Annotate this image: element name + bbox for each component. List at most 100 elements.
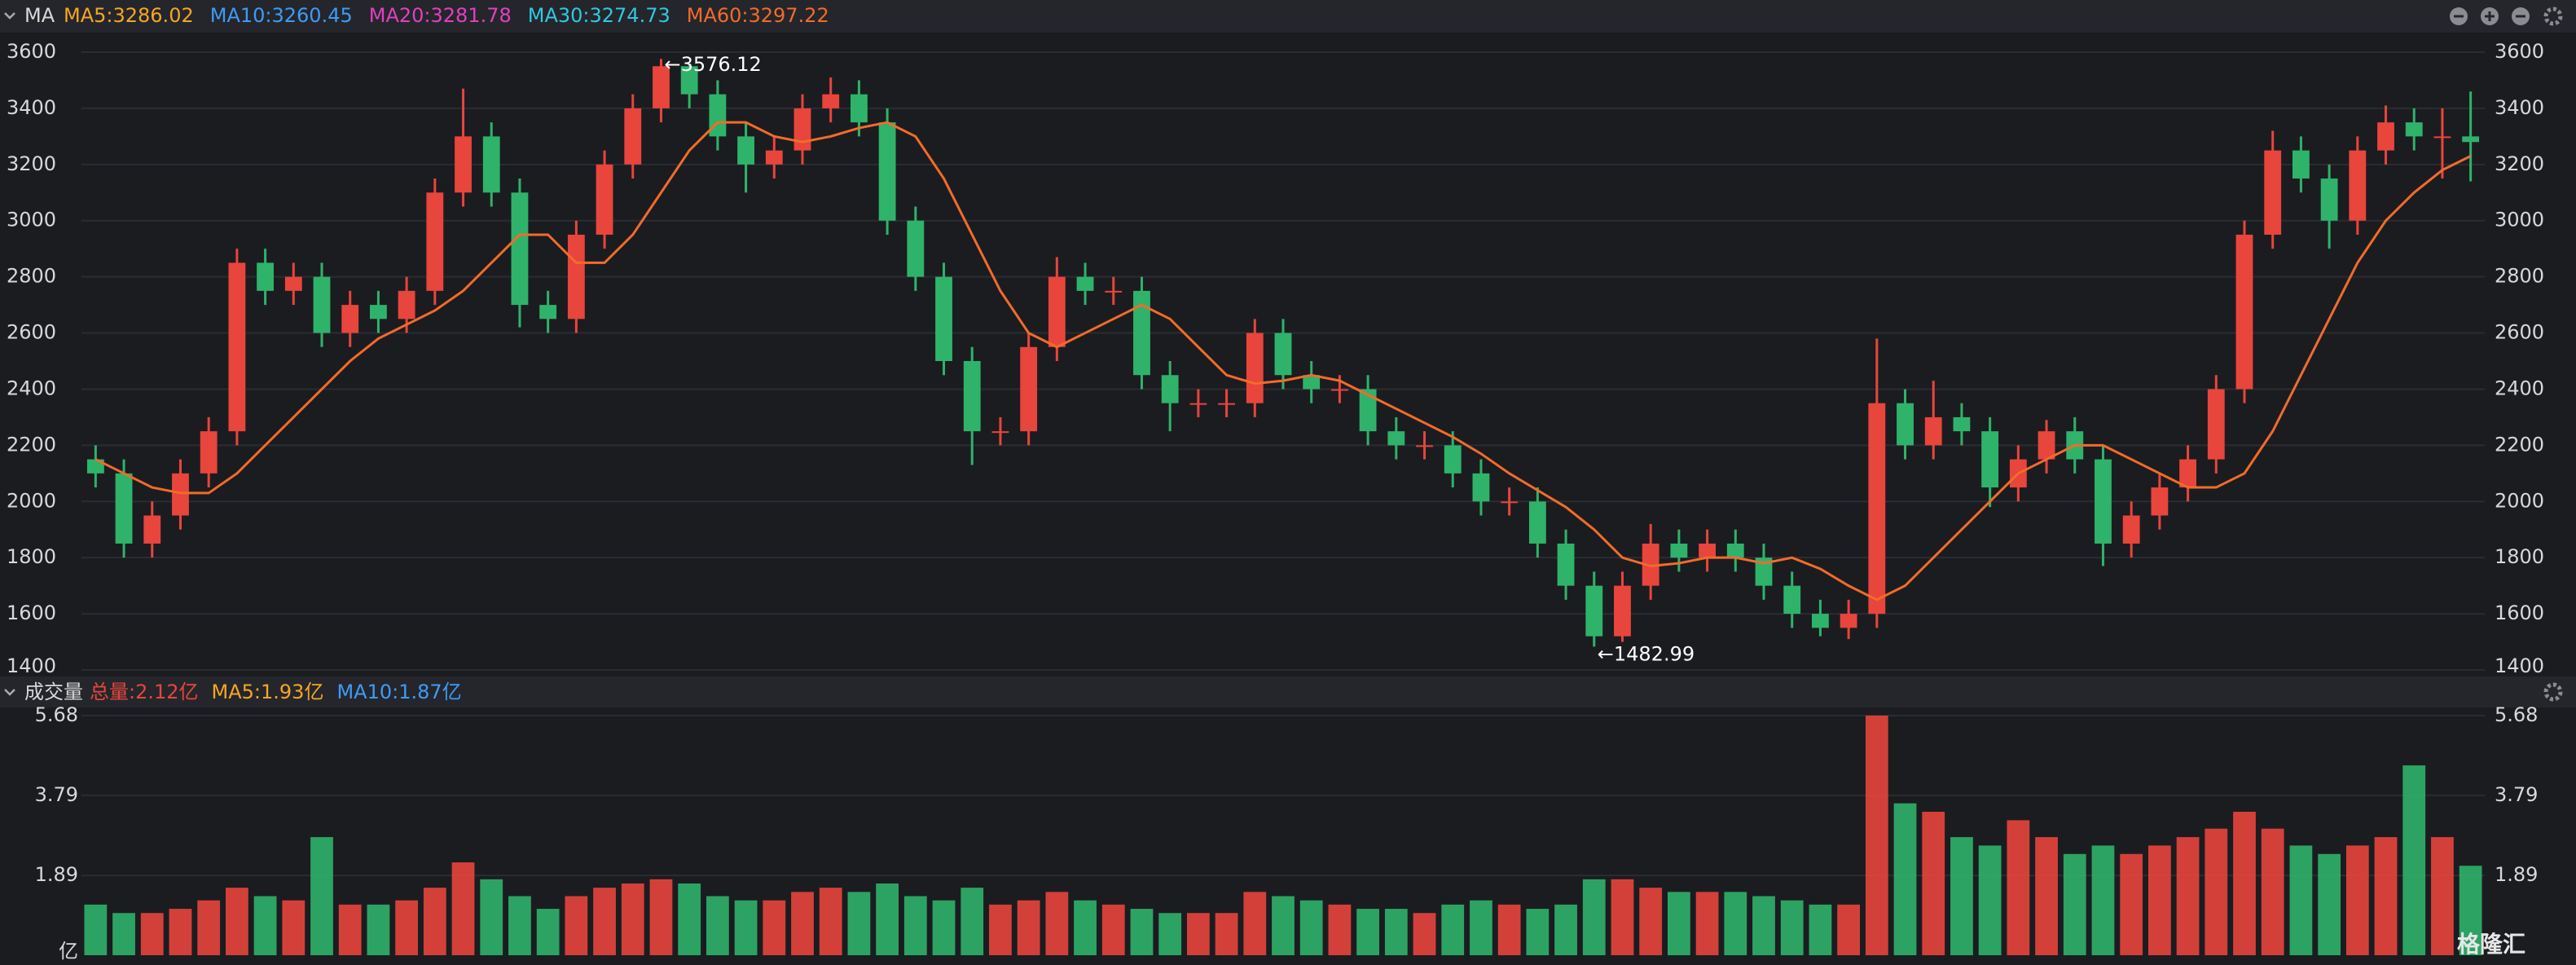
volume-bar bbox=[1384, 909, 1408, 955]
volume-bar bbox=[2233, 812, 2256, 955]
y-tick-label: 1600 bbox=[7, 601, 56, 624]
volume-bar bbox=[1299, 900, 1323, 955]
indicator-name: MA bbox=[24, 4, 55, 27]
volume-bar bbox=[1215, 913, 1238, 955]
volume-bar bbox=[819, 888, 842, 955]
candle-body bbox=[624, 108, 642, 165]
volume-bar bbox=[2007, 820, 2030, 955]
y-tick-label: 2400 bbox=[7, 377, 56, 399]
volume-bar bbox=[961, 888, 984, 955]
candle-body bbox=[2264, 150, 2282, 235]
candle-body bbox=[2377, 122, 2394, 151]
candle-body bbox=[1274, 333, 1292, 376]
volume-bar bbox=[847, 892, 871, 955]
volume-bar bbox=[734, 900, 758, 955]
candle-body bbox=[511, 192, 529, 306]
volume-bar bbox=[876, 883, 899, 955]
y-tick-label: 1.89 bbox=[35, 863, 78, 886]
collapse-icon[interactable] bbox=[4, 689, 15, 696]
volume-bar bbox=[2148, 845, 2171, 955]
volume-bar bbox=[1611, 879, 1634, 955]
candle-body bbox=[1897, 403, 1914, 446]
candle-body bbox=[1528, 501, 1546, 544]
candle-body bbox=[1670, 543, 1688, 558]
settings-button[interactable] bbox=[2543, 7, 2563, 26]
candle-body bbox=[313, 276, 331, 333]
volume-bar bbox=[649, 879, 673, 955]
volume-bar bbox=[84, 904, 108, 955]
y-tick-label-right: 2200 bbox=[2495, 433, 2544, 456]
icon bbox=[2454, 15, 2464, 18]
y-tick-label-right: 2000 bbox=[2495, 489, 2544, 512]
volume-bar bbox=[2205, 828, 2228, 955]
icon bbox=[2516, 15, 2525, 18]
candle-body bbox=[2235, 234, 2253, 390]
volume-bar bbox=[903, 896, 927, 955]
y-tick-label: 3400 bbox=[7, 96, 56, 119]
volume-header bbox=[0, 676, 2576, 707]
candle-body bbox=[1614, 585, 1631, 637]
volume-bar bbox=[395, 900, 418, 955]
volume-bar bbox=[791, 892, 814, 955]
candle-body bbox=[1076, 276, 1094, 291]
candle-body bbox=[426, 192, 444, 291]
collapse-icon[interactable] bbox=[4, 12, 15, 20]
volume-bar bbox=[1978, 845, 2002, 955]
volume-bar bbox=[1695, 892, 1719, 955]
y-tick-label-right: 1400 bbox=[2495, 654, 2544, 677]
volume-bar bbox=[1413, 913, 1436, 955]
candle-body bbox=[1387, 431, 1405, 446]
volume-bar bbox=[1582, 879, 1606, 955]
candle-body bbox=[2179, 459, 2196, 488]
icon bbox=[2488, 11, 2491, 21]
candle-body bbox=[1048, 276, 1066, 347]
y-tick-label-right: 3.79 bbox=[2495, 783, 2538, 806]
y-tick-label-right: 3200 bbox=[2495, 152, 2544, 175]
y-tick-label: 1800 bbox=[7, 545, 56, 568]
volume-bar bbox=[1130, 909, 1154, 955]
candle-body bbox=[1416, 445, 1433, 447]
volume-bar bbox=[1724, 892, 1747, 955]
y-tick-label-right: 1.89 bbox=[2495, 863, 2538, 886]
volume-bar bbox=[1837, 904, 1860, 955]
volume-bar bbox=[1356, 909, 1379, 955]
volume-bar bbox=[678, 883, 701, 955]
volume-bar bbox=[706, 896, 729, 955]
volume-bar bbox=[140, 913, 164, 955]
y-tick-label-right: 1800 bbox=[2495, 545, 2544, 568]
volume-bar bbox=[282, 900, 306, 955]
volume-bar bbox=[1017, 900, 1040, 955]
candle-body bbox=[2122, 515, 2140, 544]
volume-bar bbox=[169, 909, 192, 955]
candle-body bbox=[172, 473, 189, 516]
y-tick-label-right: 1600 bbox=[2495, 601, 2544, 624]
candle-body bbox=[1981, 431, 1999, 488]
candle-body bbox=[1189, 403, 1207, 405]
y-tick-label-right: 2800 bbox=[2495, 265, 2544, 288]
volume-bar bbox=[1780, 900, 1804, 955]
candle-body bbox=[1246, 333, 1264, 403]
volume-bar bbox=[1074, 900, 1097, 955]
y-tick-label-right: 3600 bbox=[2495, 40, 2544, 63]
volume-bar bbox=[197, 900, 221, 955]
volume-bar bbox=[2431, 837, 2454, 955]
volume-bar bbox=[2176, 837, 2200, 955]
volume-bar bbox=[1101, 904, 1125, 955]
candle-body bbox=[1105, 290, 1123, 293]
candle-body bbox=[2320, 178, 2338, 221]
volume-title: 成交量 bbox=[24, 681, 83, 703]
candle-body bbox=[2095, 459, 2112, 544]
candle-body bbox=[878, 122, 896, 221]
y-tick-label: 3000 bbox=[7, 209, 56, 231]
volume-bar bbox=[2459, 866, 2482, 955]
candle-body bbox=[2151, 487, 2169, 516]
settings-button[interactable] bbox=[2543, 682, 2563, 702]
candle-body bbox=[1924, 416, 1942, 446]
window-controls bbox=[2450, 7, 2563, 702]
volume-bar bbox=[1497, 904, 1521, 955]
volume-bar bbox=[2402, 765, 2426, 955]
candle-body bbox=[567, 234, 585, 319]
max-annotation: ←3576.12 bbox=[664, 53, 761, 76]
volume-bar bbox=[423, 888, 446, 955]
legend-entry: MA5:1.93亿 bbox=[212, 681, 324, 703]
